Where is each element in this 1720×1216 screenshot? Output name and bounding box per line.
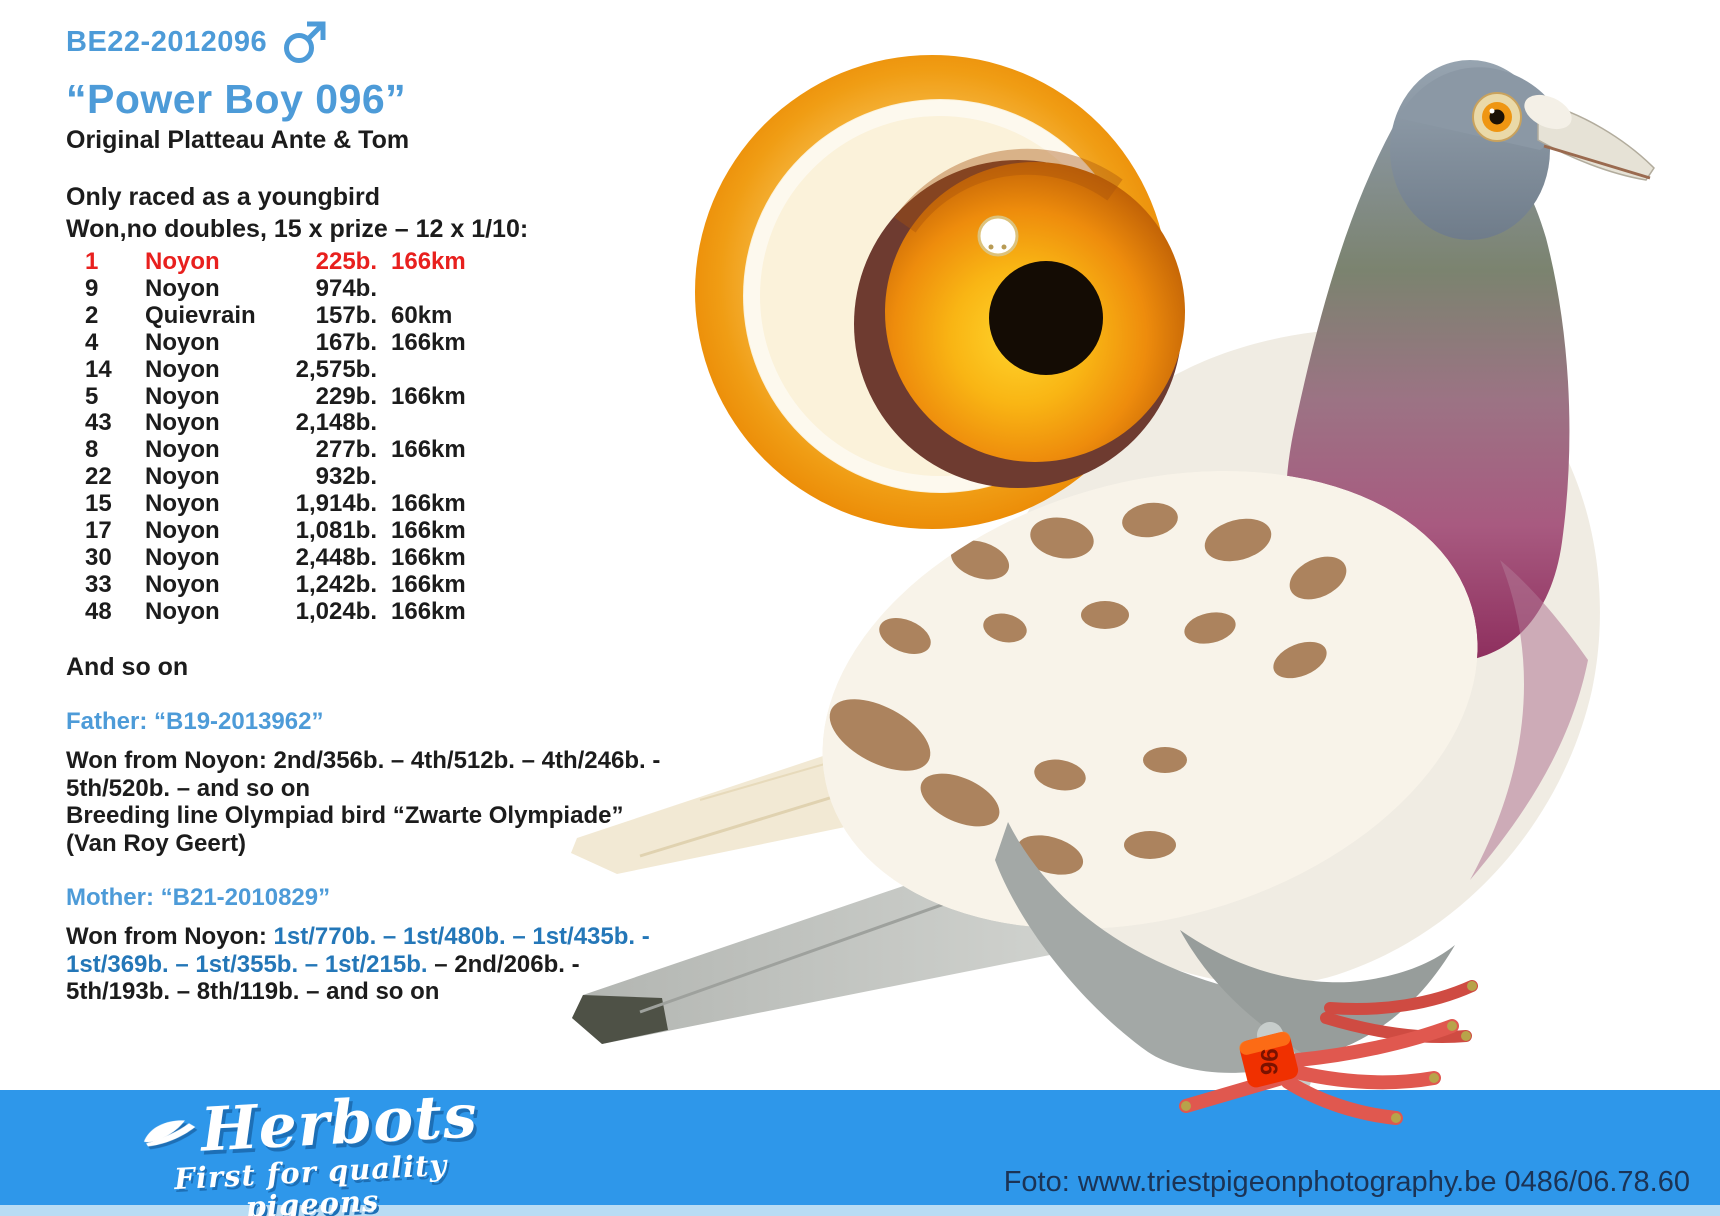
father-breeding-line: Breeding line Olympiad bird “Zwarte Olym… (66, 802, 624, 830)
intro-block: Only raced as a youngbird Won,no doubles… (66, 181, 686, 245)
table-row: 2 Quievrain 157b. 60km (85, 301, 453, 329)
table-row: 14 Noyon 2,575b. (85, 355, 377, 383)
table-row: 33 Noyon 1,242b. 166km (85, 570, 466, 598)
pigeon-photo: 96 (571, 60, 1655, 1125)
table-row: 15 Noyon 1,914b. 166km (85, 490, 466, 518)
herbots-logo: Herbots First for quality pigeons (117, 1081, 503, 1216)
footer-banner-strip (0, 1205, 1720, 1216)
ring-number: BE22-2012096 (66, 26, 268, 58)
mother-results-line: 1st/369b. – 1st/355b. – 1st/215b. – 2nd/… (66, 950, 580, 978)
breeder-line: Original Platteau Ante & Tom (66, 126, 410, 154)
pigeon-head-eye (1472, 92, 1522, 142)
footer-banner (0, 1090, 1720, 1205)
table-row: 4 Noyon 167b. 166km (85, 328, 466, 356)
table-row: 30 Noyon 2,448b. 166km (85, 543, 466, 571)
father-results-line: 5th/520b. – and so on (66, 774, 311, 802)
results-table: 1 Noyon 225b. 166km 9 Noyon 974b. 2 Quievrain 1… (66, 248, 686, 626)
page-title: “Power Boy 096” (66, 76, 407, 122)
mother-results-line: Won from Noyon: 1st/770b. – 1st/480b. – … (66, 923, 650, 951)
father-breeding-line: (Van Roy Geert) (66, 830, 247, 858)
male-icon (281, 20, 327, 74)
svg-text:96: 96 (1256, 1048, 1283, 1075)
table-row: 43 Noyon 2,148b. (85, 409, 377, 437)
mother-block: Mother: “B21-2010829” Won from Noyon: 1s… (66, 884, 686, 1006)
results-footer: And so on (66, 652, 189, 681)
table-row: 22 Noyon 932b. (85, 463, 377, 491)
intro-line: Won,no doubles, 15 x prize – 12 x 1/10: (66, 215, 529, 243)
leg-ring: 96 (1239, 1031, 1299, 1088)
table-row: 17 Noyon 1,081b. 166km (85, 517, 466, 545)
table-row: 5 Noyon 229b. 166km (85, 382, 466, 410)
ring-row: BE22-2012096 (66, 21, 686, 74)
table-row: 8 Noyon 277b. 166km (85, 436, 466, 464)
mother-heading: Mother: “B21-2010829” (66, 883, 331, 911)
table-row: 48 Noyon 1,024b. 166km (85, 597, 466, 625)
feather-icon (138, 1102, 199, 1163)
mother-results-line: 5th/193b. – 8th/119b. – and so on (66, 978, 440, 1006)
eye-closeup-photo (695, 55, 1185, 529)
info-column: BE22-2012096 “Power Boy 096” Original Pl… (66, 21, 686, 1006)
brand-name: Herbots (138, 1081, 479, 1166)
intro-line: Only raced as a youngbird (66, 183, 380, 211)
table-row: 1 Noyon 225b. 166km (85, 248, 466, 275)
photo-credit: Foto: www.triestpigeonphotography.be 048… (1003, 1166, 1690, 1198)
father-results-line: Won from Noyon: 2nd/356b. – 4th/512b. – … (66, 747, 661, 775)
father-block: Father: “B19-2013962” Won from Noyon: 2n… (66, 708, 686, 858)
father-heading: Father: “B19-2013962” (66, 707, 324, 735)
table-row: 9 Noyon 974b. (85, 274, 377, 302)
